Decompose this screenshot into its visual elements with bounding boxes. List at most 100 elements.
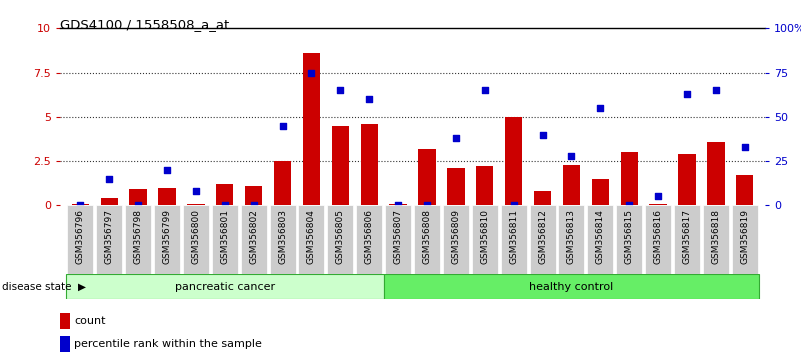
Point bbox=[565, 153, 578, 159]
Text: GSM356813: GSM356813 bbox=[567, 209, 576, 264]
FancyBboxPatch shape bbox=[674, 205, 700, 274]
Text: GSM356796: GSM356796 bbox=[76, 209, 85, 264]
Bar bbox=[60, 336, 70, 352]
Text: pancreatic cancer: pancreatic cancer bbox=[175, 282, 275, 292]
Text: GSM356807: GSM356807 bbox=[393, 209, 403, 264]
Text: GSM356800: GSM356800 bbox=[191, 209, 200, 264]
Bar bbox=[216, 184, 233, 205]
FancyBboxPatch shape bbox=[240, 205, 267, 274]
Bar bbox=[303, 53, 320, 205]
Bar bbox=[274, 161, 292, 205]
Bar bbox=[650, 204, 666, 205]
FancyBboxPatch shape bbox=[443, 205, 469, 274]
Point bbox=[248, 202, 260, 208]
Bar bbox=[563, 165, 580, 205]
FancyBboxPatch shape bbox=[732, 205, 758, 274]
Bar bbox=[533, 191, 551, 205]
FancyBboxPatch shape bbox=[587, 205, 614, 274]
Bar bbox=[476, 166, 493, 205]
Text: GSM356809: GSM356809 bbox=[451, 209, 461, 264]
FancyBboxPatch shape bbox=[501, 205, 526, 274]
FancyBboxPatch shape bbox=[385, 205, 411, 274]
Point bbox=[334, 87, 347, 93]
Text: GSM356810: GSM356810 bbox=[481, 209, 489, 264]
FancyBboxPatch shape bbox=[96, 205, 123, 274]
Text: GSM356799: GSM356799 bbox=[163, 209, 171, 264]
Text: GSM356805: GSM356805 bbox=[336, 209, 344, 264]
Bar bbox=[505, 117, 522, 205]
Point bbox=[363, 96, 376, 102]
Text: GSM356801: GSM356801 bbox=[220, 209, 229, 264]
Point bbox=[190, 188, 203, 194]
Text: GSM356811: GSM356811 bbox=[509, 209, 518, 264]
FancyBboxPatch shape bbox=[328, 205, 353, 274]
FancyBboxPatch shape bbox=[529, 205, 556, 274]
Text: GSM356812: GSM356812 bbox=[538, 209, 547, 264]
Point bbox=[131, 202, 144, 208]
Bar bbox=[447, 168, 465, 205]
FancyBboxPatch shape bbox=[125, 205, 151, 274]
Point bbox=[652, 194, 665, 199]
Text: GDS4100 / 1558508_a_at: GDS4100 / 1558508_a_at bbox=[60, 18, 229, 31]
Point bbox=[478, 87, 491, 93]
FancyBboxPatch shape bbox=[269, 205, 296, 274]
Point bbox=[739, 144, 751, 150]
Point bbox=[507, 202, 520, 208]
Point bbox=[392, 202, 405, 208]
Point bbox=[449, 135, 462, 141]
FancyBboxPatch shape bbox=[356, 205, 382, 274]
Bar bbox=[678, 154, 695, 205]
Text: GSM356808: GSM356808 bbox=[422, 209, 432, 264]
Point bbox=[710, 87, 723, 93]
FancyBboxPatch shape bbox=[211, 205, 238, 274]
Text: GSM356817: GSM356817 bbox=[682, 209, 691, 264]
FancyBboxPatch shape bbox=[702, 205, 729, 274]
Bar bbox=[245, 186, 262, 205]
Bar bbox=[736, 175, 754, 205]
Point bbox=[305, 70, 318, 75]
Bar bbox=[159, 188, 175, 205]
Bar bbox=[60, 313, 70, 329]
Bar bbox=[71, 204, 89, 205]
Text: percentile rank within the sample: percentile rank within the sample bbox=[74, 339, 262, 349]
Bar bbox=[384, 274, 759, 299]
Text: disease state  ▶: disease state ▶ bbox=[2, 282, 86, 292]
Text: GSM356798: GSM356798 bbox=[134, 209, 143, 264]
Text: GSM356819: GSM356819 bbox=[740, 209, 749, 264]
Text: GSM356814: GSM356814 bbox=[596, 209, 605, 264]
Bar bbox=[621, 152, 638, 205]
Text: GSM356815: GSM356815 bbox=[625, 209, 634, 264]
Text: healthy control: healthy control bbox=[529, 282, 614, 292]
Point bbox=[276, 123, 289, 129]
FancyBboxPatch shape bbox=[558, 205, 585, 274]
FancyBboxPatch shape bbox=[616, 205, 642, 274]
FancyBboxPatch shape bbox=[154, 205, 180, 274]
Point bbox=[219, 202, 231, 208]
FancyBboxPatch shape bbox=[67, 205, 93, 274]
Text: GSM356802: GSM356802 bbox=[249, 209, 258, 264]
Text: GSM356818: GSM356818 bbox=[711, 209, 720, 264]
FancyBboxPatch shape bbox=[183, 205, 209, 274]
Point bbox=[681, 91, 694, 97]
Bar bbox=[130, 189, 147, 205]
Text: GSM356806: GSM356806 bbox=[364, 209, 374, 264]
Bar bbox=[707, 142, 725, 205]
Text: count: count bbox=[74, 316, 106, 326]
Bar bbox=[418, 149, 436, 205]
Bar bbox=[100, 198, 118, 205]
Point bbox=[594, 105, 606, 111]
FancyBboxPatch shape bbox=[472, 205, 497, 274]
Point bbox=[103, 176, 115, 182]
Bar bbox=[592, 179, 609, 205]
Point bbox=[622, 202, 635, 208]
Text: GSM356816: GSM356816 bbox=[654, 209, 662, 264]
Bar bbox=[360, 124, 378, 205]
Point bbox=[74, 202, 87, 208]
Text: GSM356804: GSM356804 bbox=[307, 209, 316, 264]
Text: GSM356797: GSM356797 bbox=[105, 209, 114, 264]
FancyBboxPatch shape bbox=[414, 205, 440, 274]
Point bbox=[536, 132, 549, 137]
Point bbox=[160, 167, 173, 173]
Point bbox=[421, 202, 433, 208]
Text: GSM356803: GSM356803 bbox=[278, 209, 287, 264]
